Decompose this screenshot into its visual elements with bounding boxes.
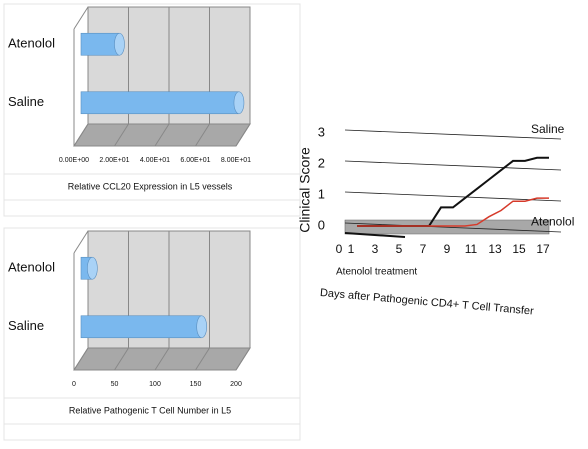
category-label: Atenolol xyxy=(8,36,55,51)
side-wall xyxy=(73,6,89,30)
x-tick-label: 17 xyxy=(536,242,550,256)
floor-grid-line xyxy=(195,347,210,371)
x-tick-label: 150 xyxy=(190,381,202,388)
grid-line xyxy=(344,160,562,171)
x-tick-label: 9 xyxy=(444,242,451,256)
floor-grid-line xyxy=(73,347,89,371)
x-axis-title: Days after Pathogenic CD4+ T Cell Transf… xyxy=(319,287,534,318)
floor-grid-line xyxy=(114,347,129,371)
axis-title-box xyxy=(3,173,301,201)
x-tick-label: 5 xyxy=(396,242,403,256)
y-axis-title: Clinical Score xyxy=(297,147,313,233)
y-tick-label: 2 xyxy=(318,155,325,170)
x-tick-label: 0 xyxy=(72,381,76,388)
x-tick-label: 50 xyxy=(111,381,119,388)
floor-grid-line xyxy=(114,123,129,147)
treatment-bar xyxy=(344,232,406,238)
bar-cap xyxy=(233,91,245,115)
frame xyxy=(3,227,301,441)
y-tick-label: 0 xyxy=(318,217,325,232)
x-axis-title: Relative CCL20 Expression in L5 vessels xyxy=(68,181,233,191)
frame xyxy=(3,3,301,217)
x-tick-label: 100 xyxy=(149,381,161,388)
bar xyxy=(80,32,120,56)
grid-line xyxy=(344,222,562,233)
x-tick-label: 6.00E+01 xyxy=(180,157,210,164)
floor-grid-line xyxy=(154,123,170,147)
x-tick-label: 1 xyxy=(348,242,355,256)
bar-cap xyxy=(196,315,207,339)
x-tick-label: 2.00E+01 xyxy=(99,157,129,164)
floor-grid-line xyxy=(154,347,170,371)
y-tick-label: 3 xyxy=(318,124,325,139)
x-tick-label: 3 xyxy=(372,242,379,256)
axis-title-box xyxy=(3,397,301,425)
x-tick-label: 15 xyxy=(512,242,526,256)
series-line xyxy=(357,197,549,227)
x-tick-label: 200 xyxy=(230,381,242,388)
category-label: Saline xyxy=(8,94,44,109)
bar xyxy=(80,315,202,339)
x-tick-label: 0.00E+00 xyxy=(59,157,89,164)
x-tick-label: 8.00E+01 xyxy=(221,157,251,164)
y-tick-label: 1 xyxy=(318,186,325,201)
side-wall xyxy=(73,230,89,254)
bar-cap xyxy=(114,32,125,56)
series-label: Saline xyxy=(531,122,565,136)
category-label: Atenolol xyxy=(8,260,55,275)
x-tick-label: 11 xyxy=(465,242,478,256)
grid-line xyxy=(344,191,562,202)
annotation: Atenolol treatment xyxy=(336,267,417,278)
floor-grid-line xyxy=(235,123,251,147)
bar-cap xyxy=(87,256,98,280)
bar xyxy=(80,91,240,115)
floor-grid-line xyxy=(235,347,251,371)
floor-grid-line xyxy=(73,123,89,147)
category-label: Saline xyxy=(8,318,44,333)
series-label: Atenolol xyxy=(531,214,574,228)
floor-grid-line xyxy=(195,123,210,147)
x-axis-title: Relative Pathogenic T Cell Number in L5 xyxy=(69,405,231,415)
x-tick-label: 13 xyxy=(488,242,502,256)
x-tick-label: 0 xyxy=(336,242,343,256)
x-tick-label: 4.00E+01 xyxy=(140,157,170,164)
grid-line xyxy=(344,129,562,140)
x-tick-label: 7 xyxy=(420,242,427,256)
